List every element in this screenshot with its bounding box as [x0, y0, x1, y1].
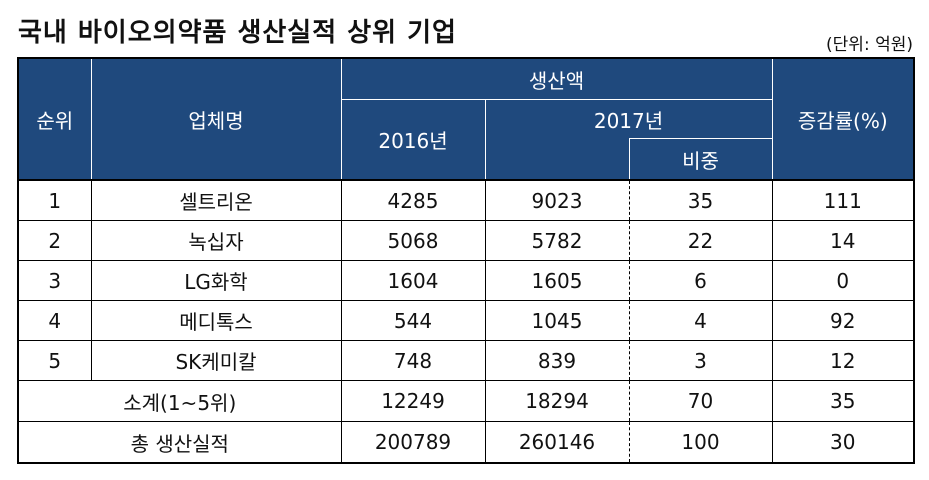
header-growth: 증감률(%) — [771, 57, 915, 181]
value-2017-cell: 1045 — [484, 300, 630, 341]
subtotal-2017: 18294 — [484, 380, 630, 422]
header-share: 비중 — [628, 138, 773, 181]
header-2017-spacer — [484, 138, 629, 181]
subtotal-2016: 12249 — [340, 380, 486, 422]
total-2017: 260146 — [484, 421, 630, 464]
rank-cell: 1 — [17, 179, 92, 221]
share-cell: 22 — [628, 220, 773, 261]
total-growth: 30 — [771, 421, 915, 464]
rank-cell: 4 — [17, 300, 92, 341]
value-2017-cell: 9023 — [484, 179, 630, 221]
rank-cell: 3 — [17, 260, 92, 301]
growth-cell: 0 — [771, 260, 915, 301]
total-row: 총 생산실적 200789 260146 100 30 — [17, 421, 915, 464]
value-2017-cell: 1605 — [484, 260, 630, 301]
growth-cell: 12 — [771, 340, 915, 381]
total-label: 총 생산실적 — [17, 421, 342, 464]
rank-cell: 5 — [17, 340, 92, 381]
subtotal-row: 소계(1~5위) 12249 18294 70 35 — [17, 380, 915, 422]
company-cell: SK케미칼 — [90, 340, 342, 381]
share-cell: 6 — [628, 260, 773, 301]
share-cell: 35 — [628, 179, 773, 221]
table-row: 4 메디톡스 544 1045 4 92 — [17, 300, 915, 341]
header-production: 생산액 — [340, 57, 773, 100]
value-2016-cell: 748 — [340, 340, 486, 381]
subtotal-growth: 35 — [771, 380, 915, 422]
company-cell: 메디톡스 — [90, 300, 342, 341]
table-row: 2 녹십자 5068 5782 22 14 — [17, 220, 915, 261]
value-2016-cell: 5068 — [340, 220, 486, 261]
share-cell: 4 — [628, 300, 773, 341]
share-cell: 3 — [628, 340, 773, 381]
growth-cell: 111 — [771, 179, 915, 221]
value-2016-cell: 1604 — [340, 260, 486, 301]
header-rank: 순위 — [17, 57, 92, 181]
header-2016: 2016년 — [340, 99, 486, 181]
growth-cell: 92 — [771, 300, 915, 341]
unit-note: (단위: 억원) — [826, 35, 913, 55]
total-2016: 200789 — [340, 421, 486, 464]
growth-cell: 14 — [771, 220, 915, 261]
production-table: 순위 업체명 생산액 증감률(%) 2016년 2017년 비중 1 셀트리온 … — [17, 57, 915, 464]
table-row: 5 SK케미칼 748 839 3 12 — [17, 340, 915, 381]
company-cell: 셀트리온 — [90, 179, 342, 221]
value-2017-cell: 5782 — [484, 220, 630, 261]
value-2017-cell: 839 — [484, 340, 630, 381]
table-row: 1 셀트리온 4285 9023 35 111 — [17, 179, 915, 221]
company-cell: LG화학 — [90, 260, 342, 301]
header-company: 업체명 — [90, 57, 342, 181]
total-share: 100 — [628, 421, 773, 464]
table-row: 3 LG화학 1604 1605 6 0 — [17, 260, 915, 301]
page-title: 국내 바이오의약품 생산실적 상위 기업 — [18, 18, 457, 48]
value-2016-cell: 544 — [340, 300, 486, 341]
subtotal-label: 소계(1~5위) — [17, 380, 342, 422]
rank-cell: 2 — [17, 220, 92, 261]
value-2016-cell: 4285 — [340, 179, 486, 221]
header-2017: 2017년 — [484, 99, 773, 139]
subtotal-share: 70 — [628, 380, 773, 422]
company-cell: 녹십자 — [90, 220, 342, 261]
